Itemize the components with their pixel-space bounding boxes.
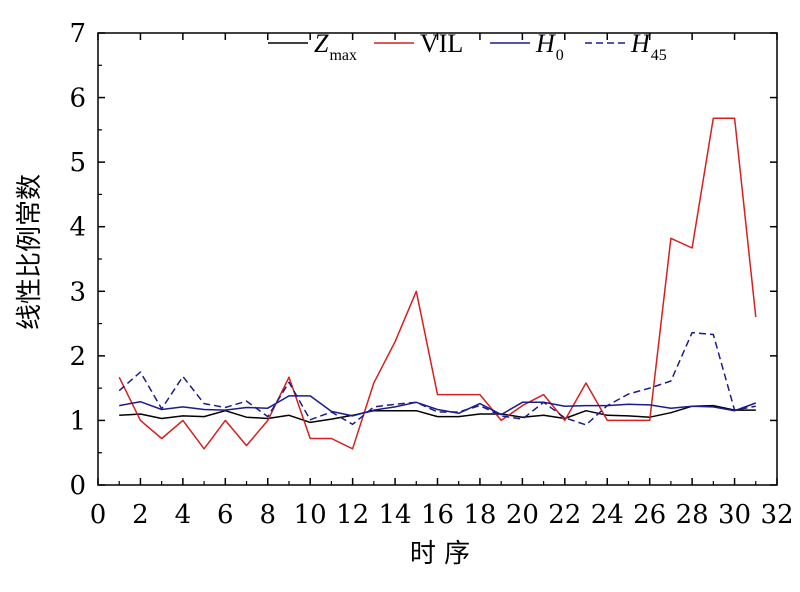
legend-label-h0: H0 [535,29,564,64]
y-tick-label: 6 [69,84,86,114]
x-tick-label: 12 [336,500,369,530]
series-line-z [119,404,756,424]
series-lines [118,117,757,450]
x-tick-label: 0 [90,500,107,530]
y-axis-title: 线性比例常数 [15,174,45,330]
y-tick-label: 4 [69,213,86,243]
x-tick-label: 16 [421,500,454,530]
legend-label-z: Zmax [314,29,357,64]
y-tick-label: 1 [69,406,86,436]
y-tick-label: 2 [69,342,86,372]
x-tick-label: 8 [259,500,276,530]
x-tick-label: 28 [676,500,709,530]
x-tick-label: 30 [718,500,751,530]
legend: Zmax VIL H0 H45 [268,29,667,64]
x-tick-label: 4 [175,500,192,530]
x-axis-title: 时 序 [410,539,470,569]
series-line-h0 [119,395,757,417]
y-tick-label: 5 [69,148,86,178]
x-tick-label: 32 [760,500,793,530]
y-tick-label: 3 [69,277,86,307]
x-tick-label: 20 [506,500,539,530]
x-tick-label: 2 [132,500,149,530]
x-tick-label: 6 [217,500,234,530]
series-line-h45 [118,331,756,426]
legend-label-h45: H45 [630,29,667,64]
x-tick-label: 18 [463,500,496,530]
legend-label-vil: VIL [420,29,463,58]
x-tick-label: 14 [379,500,412,530]
x-tick-label: 24 [591,500,624,530]
y-tick-label: 0 [69,471,86,501]
x-tick-label: 26 [633,500,666,530]
y-tick-label: 7 [69,19,86,49]
x-tick-label: 22 [548,500,581,530]
x-tick-label: 10 [294,500,327,530]
series-line-vil [118,117,757,450]
